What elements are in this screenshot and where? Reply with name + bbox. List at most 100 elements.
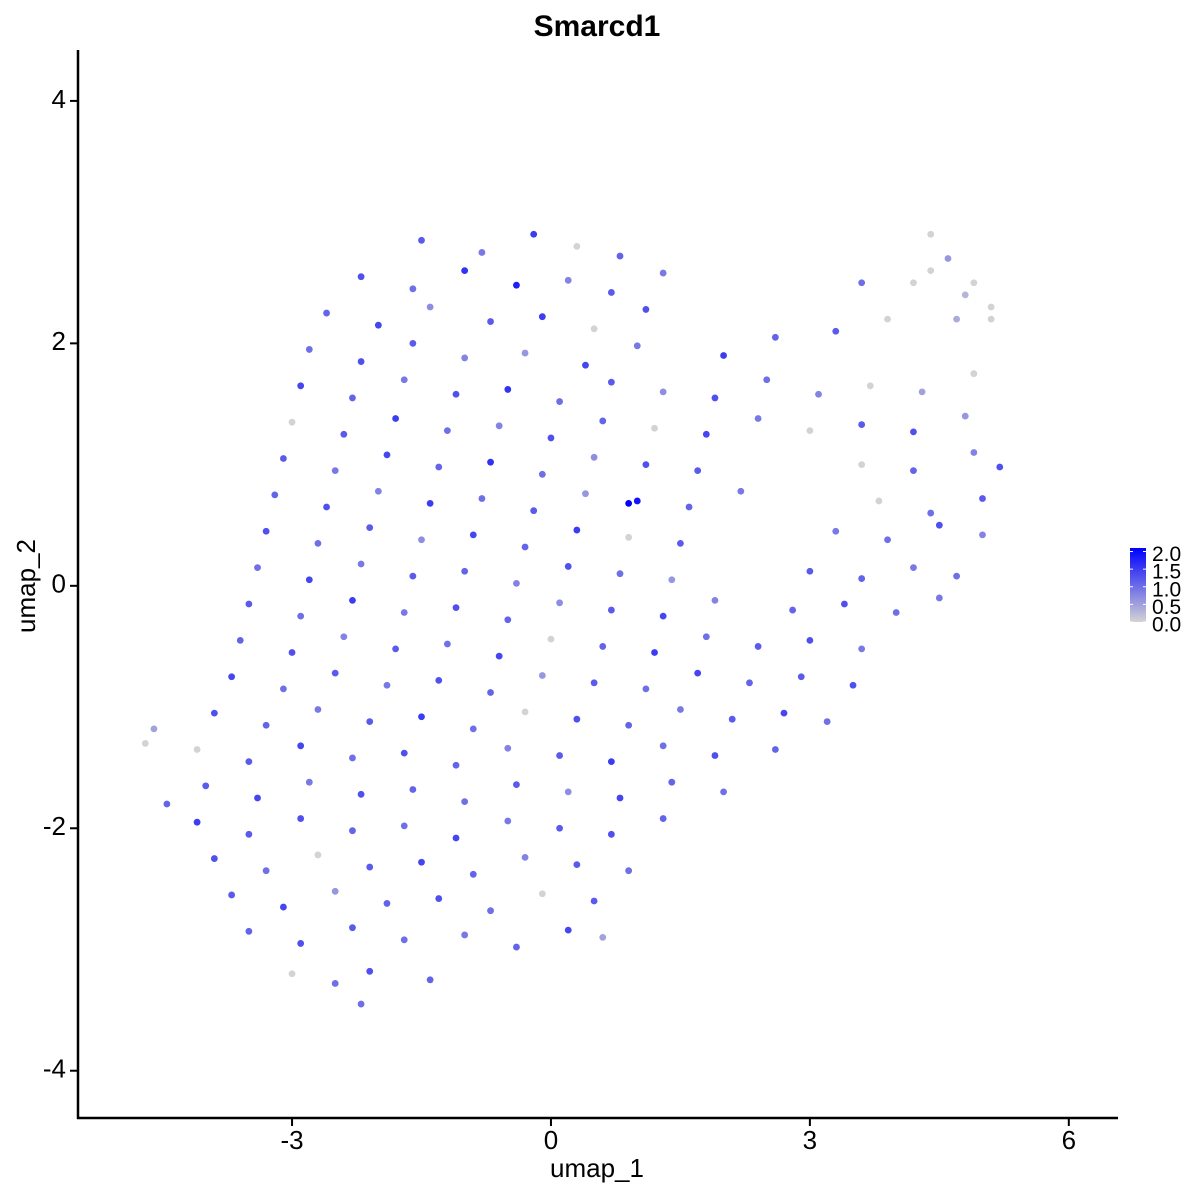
point bbox=[435, 895, 443, 902]
point bbox=[556, 752, 563, 759]
point bbox=[271, 491, 279, 499]
point bbox=[245, 927, 253, 935]
point bbox=[547, 434, 555, 442]
point bbox=[305, 778, 313, 786]
point bbox=[504, 817, 512, 825]
colorbar-label: 2.0 bbox=[1152, 543, 1181, 566]
point bbox=[556, 398, 563, 405]
point bbox=[357, 358, 365, 365]
point bbox=[487, 318, 494, 325]
point bbox=[858, 421, 866, 428]
y-tick-label: 2 bbox=[52, 326, 66, 356]
colorbar-label: 1.5 bbox=[1152, 561, 1181, 584]
point bbox=[366, 863, 374, 871]
point bbox=[357, 790, 365, 798]
point bbox=[210, 855, 218, 862]
point bbox=[530, 230, 538, 238]
point bbox=[418, 236, 425, 244]
point bbox=[469, 725, 477, 733]
point bbox=[314, 851, 322, 859]
point bbox=[702, 430, 710, 438]
point bbox=[944, 255, 952, 262]
point bbox=[668, 778, 676, 786]
point bbox=[374, 321, 382, 329]
point bbox=[892, 609, 900, 616]
point bbox=[625, 533, 633, 541]
point bbox=[280, 903, 287, 911]
point bbox=[547, 635, 555, 643]
point bbox=[927, 509, 935, 517]
point bbox=[590, 453, 598, 461]
point bbox=[357, 273, 365, 281]
point bbox=[357, 1000, 365, 1008]
colorbar-label: 0.0 bbox=[1152, 614, 1181, 637]
point bbox=[832, 327, 840, 335]
point bbox=[659, 742, 667, 750]
point bbox=[564, 563, 572, 570]
point bbox=[737, 487, 745, 495]
point bbox=[720, 352, 727, 359]
point bbox=[400, 609, 408, 616]
point bbox=[599, 933, 607, 941]
point bbox=[513, 943, 520, 951]
x-axis-label: umap_1 bbox=[550, 1153, 644, 1183]
point bbox=[349, 596, 356, 604]
point bbox=[513, 781, 520, 789]
point bbox=[685, 503, 693, 511]
point bbox=[866, 382, 874, 390]
point bbox=[392, 645, 400, 653]
point bbox=[452, 761, 460, 769]
point bbox=[254, 794, 261, 802]
point bbox=[607, 758, 615, 765]
point bbox=[314, 539, 322, 547]
point bbox=[245, 758, 253, 765]
point bbox=[443, 427, 451, 435]
point bbox=[702, 633, 710, 641]
point bbox=[642, 461, 650, 468]
point bbox=[504, 744, 512, 752]
point bbox=[633, 342, 641, 350]
point bbox=[400, 936, 408, 944]
point bbox=[556, 599, 563, 607]
point bbox=[452, 604, 460, 612]
point bbox=[720, 788, 727, 796]
point bbox=[607, 378, 615, 386]
point bbox=[297, 382, 305, 390]
point bbox=[754, 643, 762, 650]
point bbox=[806, 636, 814, 644]
point bbox=[340, 430, 348, 438]
point bbox=[935, 594, 943, 602]
point bbox=[452, 834, 460, 842]
point bbox=[659, 388, 667, 396]
point bbox=[858, 645, 866, 653]
point bbox=[953, 315, 961, 323]
point bbox=[323, 503, 330, 511]
point bbox=[193, 818, 201, 826]
point bbox=[884, 315, 891, 323]
point bbox=[599, 417, 607, 425]
point bbox=[366, 524, 374, 532]
point bbox=[659, 612, 667, 620]
point bbox=[538, 313, 546, 321]
point bbox=[746, 679, 753, 687]
point bbox=[418, 713, 425, 721]
point bbox=[426, 976, 434, 984]
colorbar bbox=[1130, 548, 1146, 622]
colorbar-label: 1.0 bbox=[1152, 578, 1181, 601]
point bbox=[841, 600, 848, 608]
colorbar-label: 0.5 bbox=[1152, 596, 1181, 619]
point bbox=[616, 252, 624, 260]
point bbox=[409, 285, 417, 293]
point bbox=[935, 521, 943, 529]
point bbox=[970, 370, 978, 378]
point bbox=[504, 616, 512, 624]
point bbox=[651, 424, 658, 432]
point bbox=[625, 721, 633, 729]
point bbox=[366, 718, 374, 725]
point bbox=[349, 924, 356, 932]
point bbox=[607, 830, 615, 838]
point bbox=[538, 470, 546, 478]
point bbox=[607, 606, 615, 614]
point bbox=[582, 490, 589, 498]
point bbox=[305, 576, 313, 584]
